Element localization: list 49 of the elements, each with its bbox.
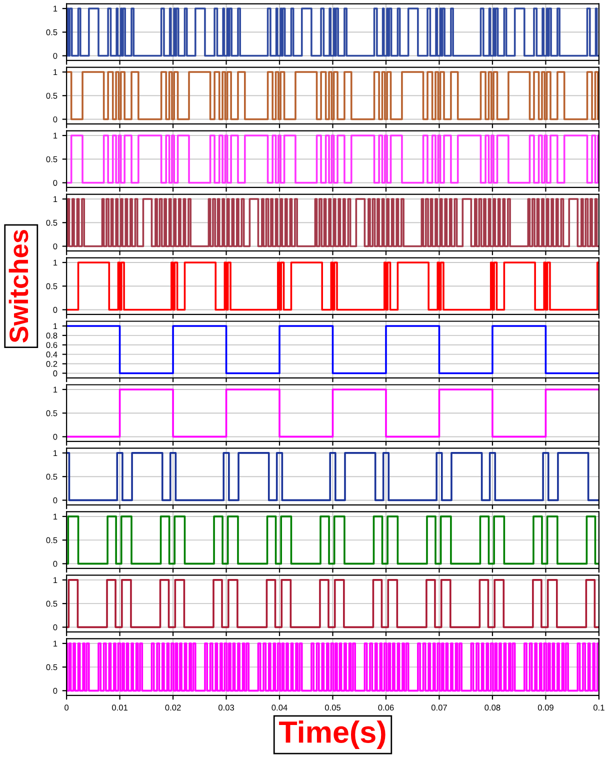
x-tick-label: 0.02 [165, 704, 181, 711]
x-tick-label: 0 [64, 704, 69, 711]
y-tick-label: 1 [54, 69, 58, 76]
y-tick-label: 0.5 [46, 283, 58, 290]
x-tick-label: 0.08 [484, 704, 500, 711]
y-tick-label: 0.5 [46, 474, 58, 480]
y-axis-title: Switches [8, 230, 28, 343]
y-tick-label: 0.5 [46, 600, 58, 607]
x-tick-label: 0.09 [538, 704, 554, 711]
y-tick-label: 0.5 [46, 156, 58, 162]
y-tick-label: 0.8 [46, 332, 58, 339]
y-tick-label: 1 [54, 260, 58, 266]
y-tick-label: 0.2 [46, 360, 58, 367]
y-tick-label: 0 [53, 624, 58, 630]
y-tick-label: 0 [53, 243, 58, 250]
y-tick-label: 1 [54, 6, 58, 12]
y-tick-label: 0 [53, 560, 58, 567]
x-tick-label: 0.1 [593, 704, 604, 711]
y-tick-label: 0 [53, 180, 58, 186]
x-tick-label: 0.03 [218, 704, 234, 711]
y-tick-label: 1 [54, 323, 58, 329]
y-tick-label: 0.5 [46, 92, 58, 99]
y-tick-label: 1 [54, 577, 58, 583]
y-tick-label: 1 [54, 386, 58, 392]
x-tick-label: 0.05 [324, 704, 341, 711]
y-tick-label: 0 [53, 52, 58, 59]
y-tick-label: 0.5 [46, 537, 58, 544]
y-tick-label: 0.5 [46, 29, 58, 36]
x-tick-label: 0.04 [272, 704, 288, 711]
y-tick-label: 0.5 [46, 410, 58, 416]
y-tick-label: 1 [54, 196, 58, 202]
y-tick-label: 0.6 [46, 342, 58, 348]
y-tick-label: 0.4 [46, 352, 58, 358]
x-axis-title: Time(s) [279, 720, 386, 750]
y-tick-label: 0 [53, 434, 58, 440]
x-tick-label: 0.06 [378, 704, 394, 711]
y-tick-label: 0 [53, 116, 58, 122]
y-tick-label: 0 [53, 688, 58, 694]
x-tick-label: 0.01 [112, 704, 128, 711]
y-tick-label: 0 [53, 306, 58, 313]
y-tick-label: 0 [53, 370, 58, 376]
y-tick-label: 1 [54, 514, 58, 520]
x-tick-label: 0.07 [431, 704, 447, 711]
y-tick-label: 1 [54, 132, 58, 139]
y-tick-label: 0 [53, 497, 58, 504]
y-tick-label: 1 [54, 640, 58, 646]
y-tick-label: 0.5 [46, 664, 58, 670]
y-tick-label: 0.5 [46, 220, 58, 226]
y-tick-label: 1 [54, 450, 58, 456]
